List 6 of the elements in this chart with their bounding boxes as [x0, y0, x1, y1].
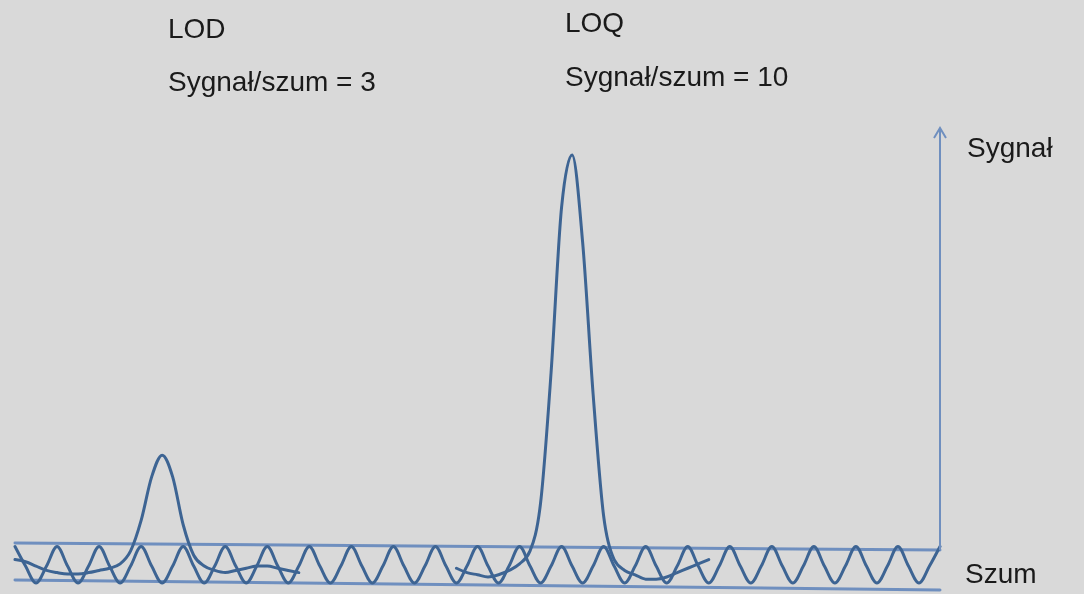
text: Szum [965, 558, 1037, 589]
text: Sygnał/szum = 10 [565, 61, 789, 92]
text: LOD [168, 13, 226, 44]
text: LOQ [565, 7, 625, 38]
text: Sygnał [967, 132, 1054, 163]
text: Sygnał/szum = 3 [168, 66, 376, 97]
